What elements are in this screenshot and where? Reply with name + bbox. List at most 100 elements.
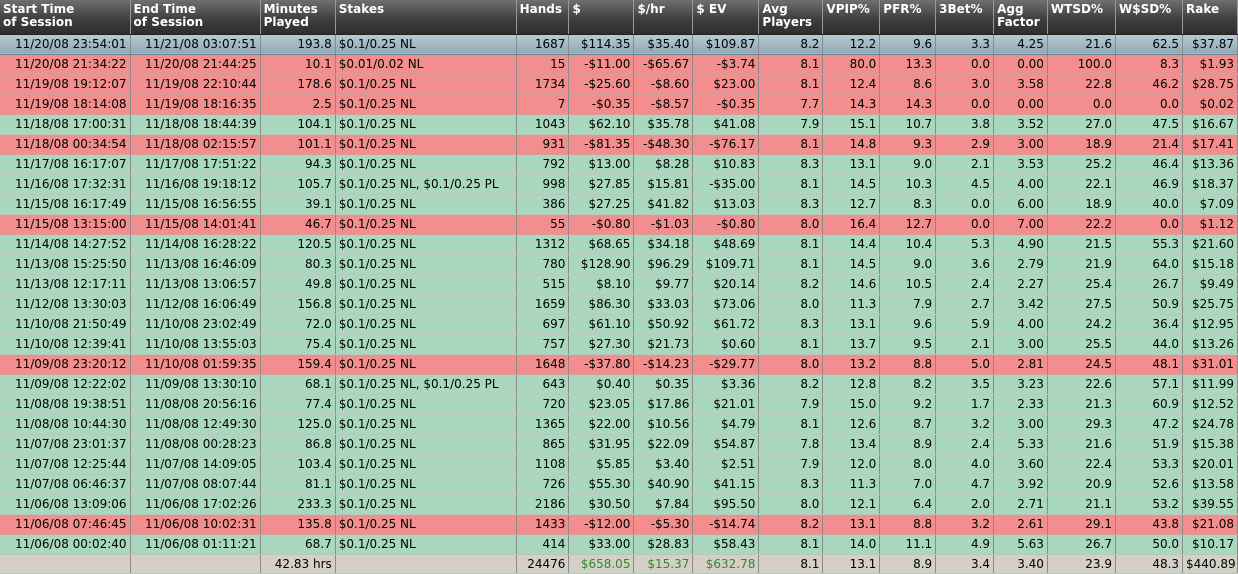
column-header-hands[interactable]: Hands [516, 0, 570, 35]
cell-stakes: $0.1/0.25 NL [335, 434, 517, 455]
cell-pfr: 11.1 [879, 534, 937, 555]
session-row[interactable]: 11/18/08 17:00:31 11/18/08 18:44:39 104.1 $… [0, 114, 1238, 135]
cell-wsd: 64.0 [1115, 254, 1184, 275]
cell-avg_players: 8.1 [758, 414, 824, 435]
cell-avg_players: 8.3 [758, 194, 824, 215]
session-row[interactable]: 11/18/08 00:34:54 11/18/08 02:15:57 101.1 $… [0, 134, 1238, 155]
session-row[interactable]: 11/08/08 10:44:30 11/08/08 12:49:30 125.0 $… [0, 414, 1238, 435]
cell-vpip: 12.8 [822, 374, 881, 395]
cell-avg_players: 7.7 [758, 94, 824, 115]
session-row[interactable]: 11/15/08 13:15:00 11/15/08 14:01:41 46.7 $0… [0, 214, 1238, 235]
cell-end: 11/06/08 01:11:21 [130, 534, 261, 555]
cell-threebet: 5.9 [935, 314, 995, 335]
cell-hands: 2186 [516, 494, 570, 515]
session-row[interactable]: 11/13/08 12:17:11 11/13/08 13:06:57 49.8 $0… [0, 274, 1238, 295]
session-row[interactable]: 11/10/08 21:50:49 11/10/08 23:02:49 72.0 $0… [0, 314, 1238, 335]
column-header-vpip[interactable]: VPIP% [822, 0, 881, 35]
session-row[interactable]: 11/14/08 14:27:52 11/14/08 16:28:22 120.5 $… [0, 234, 1238, 255]
cell-wsd: 46.4 [1115, 154, 1184, 175]
cell-minutes: 101.1 [260, 134, 336, 155]
cell-wsd: 8.3 [1115, 54, 1184, 75]
column-header-row: Start Time of Session End Time of Session… [0, 0, 1238, 35]
cell-threebet: 3.8 [935, 114, 995, 135]
cell-wtsd: 22.1 [1047, 174, 1116, 195]
cell-ev: $13.03 [692, 194, 760, 215]
cell-ev: $20.14 [692, 274, 760, 295]
column-header-avg_players[interactable]: Avg Players [758, 0, 824, 35]
column-header-pfr[interactable]: PFR% [879, 0, 937, 35]
session-row[interactable]: 11/17/08 16:17:07 11/17/08 17:51:22 94.3 $0… [0, 154, 1238, 175]
session-row[interactable]: 11/06/08 07:46:45 11/06/08 10:02:31 135.8 $… [0, 514, 1238, 535]
column-header-stakes[interactable]: Stakes [335, 0, 517, 35]
session-row[interactable]: 11/20/08 23:54:01 11/21/08 03:07:51 193.8 $… [0, 34, 1238, 55]
cell-end: 11/21/08 03:07:51 [130, 34, 261, 55]
cell-wtsd: 22.4 [1047, 454, 1116, 475]
cell-start: 11/18/08 00:34:54 [0, 134, 131, 155]
column-header-start[interactable]: Start Time of Session [0, 0, 131, 35]
column-header-per_hr[interactable]: $/hr [633, 0, 694, 35]
session-row[interactable]: 11/20/08 21:34:22 11/20/08 21:44:25 10.1 $0… [0, 54, 1238, 75]
column-header-minutes[interactable]: Minutes Played [260, 0, 336, 35]
cell-pfr: 9.6 [879, 34, 937, 55]
cell-agg: 3.60 [993, 454, 1048, 475]
column-header-ev[interactable]: $ EV [692, 0, 760, 35]
cell-agg: 7.00 [993, 214, 1048, 235]
total-stakes [335, 553, 517, 574]
cell-start: 11/06/08 00:02:40 [0, 534, 131, 555]
session-row[interactable]: 11/09/08 12:22:02 11/09/08 13:30:10 68.1 $0… [0, 374, 1238, 395]
cell-pfr: 8.0 [879, 454, 937, 475]
session-row[interactable]: 11/07/08 23:01:37 11/08/08 00:28:23 86.8 $0… [0, 434, 1238, 455]
cell-avg_players: 8.1 [758, 534, 824, 555]
cell-wsd: 48.1 [1115, 354, 1184, 375]
session-row[interactable]: 11/16/08 17:32:31 11/16/08 19:18:12 105.7 $… [0, 174, 1238, 195]
session-row[interactable]: 11/19/08 18:14:08 11/19/08 18:16:35 2.5 $0.… [0, 94, 1238, 115]
session-row[interactable]: 11/10/08 12:39:41 11/10/08 13:55:03 75.4 $0… [0, 334, 1238, 355]
cell-agg: 3.42 [993, 294, 1048, 315]
column-header-end[interactable]: End Time of Session [130, 0, 261, 35]
cell-won: $23.05 [568, 394, 635, 415]
column-header-rake[interactable]: Rake [1182, 0, 1238, 35]
session-row[interactable]: 11/06/08 13:09:06 11/06/08 17:02:26 233.3 $… [0, 494, 1238, 515]
cell-rake: $1.93 [1182, 54, 1238, 75]
cell-minutes: 159.4 [260, 354, 336, 375]
column-header-agg[interactable]: Agg Factor [993, 0, 1048, 35]
session-row[interactable]: 11/09/08 23:20:12 11/10/08 01:59:35 159.4 $… [0, 354, 1238, 375]
column-header-threebet[interactable]: 3Bet% [935, 0, 995, 35]
session-row[interactable]: 11/19/08 19:12:07 11/19/08 22:10:44 178.6 $… [0, 74, 1238, 95]
cell-start: 11/15/08 16:17:49 [0, 194, 131, 215]
column-header-wsd[interactable]: W$SD% [1115, 0, 1184, 35]
cell-pfr: 9.2 [879, 394, 937, 415]
cell-end: 11/06/08 10:02:31 [130, 514, 261, 535]
cell-start: 11/13/08 15:25:50 [0, 254, 131, 275]
column-header-wtsd[interactable]: WTSD% [1047, 0, 1116, 35]
cell-wsd: 50.0 [1115, 534, 1184, 555]
cell-won: -$11.00 [568, 54, 635, 75]
cell-stakes: $0.1/0.25 NL [335, 274, 517, 295]
cell-agg: 3.58 [993, 74, 1048, 95]
cell-start: 11/20/08 21:34:22 [0, 54, 131, 75]
session-row[interactable]: 11/13/08 15:25:50 11/13/08 16:46:09 80.3 $0… [0, 254, 1238, 275]
session-row[interactable]: 11/08/08 19:38:51 11/08/08 20:56:16 77.4 $0… [0, 394, 1238, 415]
cell-wsd: 51.9 [1115, 434, 1184, 455]
column-header-won[interactable]: $ [568, 0, 635, 35]
cell-ev: $10.83 [692, 154, 760, 175]
total-per_hr: $15.37 [633, 553, 694, 574]
cell-pfr: 9.0 [879, 154, 937, 175]
total-start [0, 553, 131, 574]
session-row[interactable]: 11/07/08 12:25:44 11/07/08 14:09:05 103.4 $… [0, 454, 1238, 475]
cell-rake: $13.26 [1182, 334, 1238, 355]
cell-minutes: 10.1 [260, 54, 336, 75]
cell-ev: -$0.35 [692, 94, 760, 115]
session-row[interactable]: 11/12/08 13:30:03 11/12/08 16:06:49 156.8 $… [0, 294, 1238, 315]
cell-hands: 7 [516, 94, 570, 115]
cell-vpip: 14.5 [822, 174, 881, 195]
cell-wsd: 60.9 [1115, 394, 1184, 415]
cell-minutes: 68.1 [260, 374, 336, 395]
session-row[interactable]: 11/15/08 16:17:49 11/15/08 16:56:55 39.1 $0… [0, 194, 1238, 215]
session-row[interactable]: 11/07/08 06:46:37 11/07/08 08:07:44 81.1 $0… [0, 474, 1238, 495]
session-row[interactable]: 11/06/08 00:02:40 11/06/08 01:11:21 68.7 $0… [0, 534, 1238, 555]
cell-pfr: 14.3 [879, 94, 937, 115]
cell-end: 11/08/08 00:28:23 [130, 434, 261, 455]
cell-per_hr: $40.90 [633, 474, 694, 495]
cell-stakes: $0.1/0.25 NL [335, 454, 517, 475]
